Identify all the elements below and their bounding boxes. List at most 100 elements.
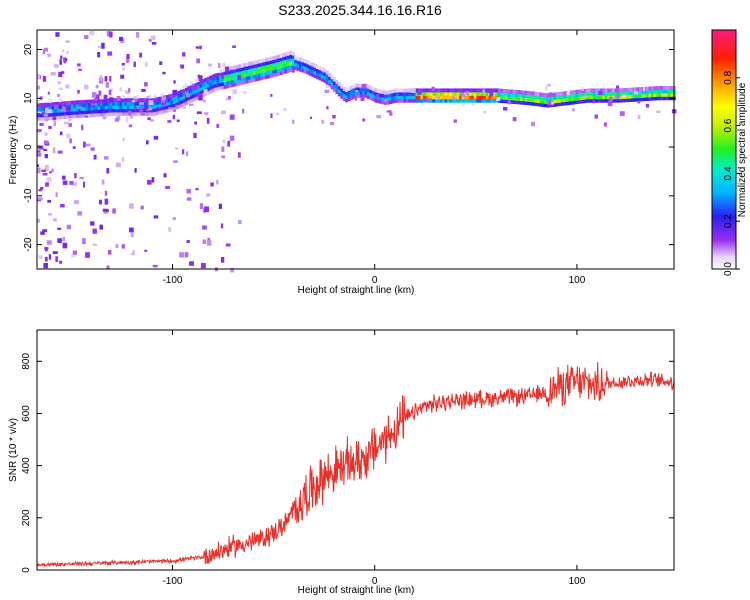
spectrogram-cell [51,109,55,114]
spectrogram-cell [179,252,184,258]
spectrogram-cell [636,97,640,102]
spectrogram-cell [451,88,455,93]
spectrogram-cell [121,157,125,162]
spectrogram-cell [104,112,108,117]
spectrogram-cell [641,97,645,102]
spectrogram-cell [539,92,543,97]
spectrogram-cell [352,91,356,96]
spectrogram-cell [73,107,77,112]
spectrogram-cell [189,98,193,103]
spectrogram-cell [42,172,48,176]
spectrogram-cell [631,90,635,95]
spectrogram-cell [59,59,62,65]
spectrogram-cell [360,96,365,102]
spectrogram-cell [57,150,63,154]
spectrogram-cell [296,56,300,61]
spectrogram-cell [650,96,654,101]
spectrogram-cell [126,98,130,103]
spectrogram-cell [59,260,63,264]
spectrogram-cell [140,112,145,116]
spectrogram-cell [39,187,44,191]
spectrogram-cell [196,58,200,64]
spectrogram-cell [170,104,174,109]
spectrogram-cell [546,93,550,98]
spectrogram-cell [629,97,633,102]
spectrogram-cell [151,98,155,103]
spectrogram-cell [150,119,154,122]
spectrogram-cell [262,75,266,80]
spectrogram-cell [636,90,640,95]
y-tick-label: 0 [21,567,32,573]
spectrogram-cell [357,83,361,88]
spectrogram-cell [37,167,41,174]
spectrogram-cell [175,102,179,107]
spectrogram-cell [599,88,604,93]
spectrogram-cell [102,102,106,107]
spectrogram-cell [37,103,41,108]
spectrogram-cell [172,93,176,98]
spectrogram-cell [546,83,551,87]
spectrogram-cell [527,90,531,95]
spectrogram-cell [158,103,162,108]
spectrogram-cell [663,85,667,90]
spectrogram-cell [165,108,169,113]
spectrogram-cell [563,94,567,99]
spectrogram-cell [505,99,509,104]
spectrogram-cell [495,91,499,96]
spectrogram-cell [427,91,431,96]
spectrogram-cell [43,148,48,151]
spectrogram-cell [369,92,373,97]
spectrogram-cell [340,84,344,89]
spectrogram-cell [408,98,412,103]
spectrogram-cell [144,62,148,67]
spectrogram-cell [90,147,95,151]
spectrogram-cell [381,93,385,98]
spectrogram-cell [100,102,104,107]
spectrogram-cell [427,98,431,103]
spectrogram-cell [619,91,623,96]
spectrogram-cell [185,100,189,105]
spectrogram-cell [658,89,662,94]
spectrogram-cell [240,67,244,72]
spectrogram-cell [42,49,45,55]
spectrogram-cell [289,54,293,59]
y-tick-label: 20 [23,44,34,56]
spectrogram-cell [134,105,138,110]
spectrogram-cell [209,78,213,83]
spectrogram-cell [309,116,313,119]
spectrogram-cell [129,108,133,113]
spectrogram-cell [592,91,596,96]
spectrogram-cell [417,90,422,95]
spectrogram-cell [219,72,223,77]
spectrogram-cell [432,91,436,96]
spectrogram-cell [47,199,52,203]
spectrogram-cell [510,96,514,101]
spectrogram-cell [221,85,225,90]
spectrogram-cell [488,95,492,100]
spectrogram-cell [420,95,424,100]
spectrogram-cell [139,52,143,58]
spectrogram-cell [100,112,104,117]
spectrogram-cell [624,88,628,93]
spectrogram-cell [466,91,469,95]
spectrogram-cell [199,90,203,95]
spectrogram-cell [45,247,48,252]
spectrogram-cell [121,111,125,116]
spectrogram-cell [391,92,395,97]
spectrogram-x-ticks: -100 0 100 [162,30,586,286]
spectrogram-cell [51,105,55,110]
spectrogram-cell [573,100,577,105]
spectrogram-cell [379,96,383,101]
spectrogram-cell [303,62,307,67]
spectrogram-cell [240,73,244,78]
spectrogram-cell [90,106,94,111]
spectrogram-cell [517,90,521,95]
spectrogram-cell [175,147,179,150]
spectrogram-cell [250,68,254,73]
spectrogram-cell [37,164,40,167]
spectrogram-cell [306,70,310,75]
spectrogram-cell [408,91,412,96]
spectrogram-cell [584,95,588,98]
spectrogram-cell [206,76,210,81]
spectrogram-cell [311,66,315,71]
